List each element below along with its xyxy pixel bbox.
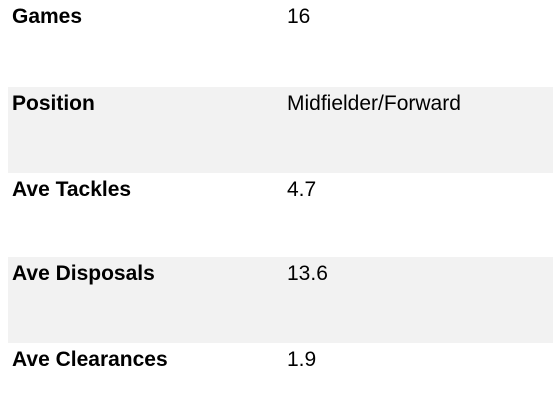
row-value: Midfielder/Forward [287, 92, 461, 115]
table-row: Position Midfielder/Forward [8, 87, 553, 173]
row-value: 4.7 [287, 178, 317, 201]
row-label: Ave Disposals [12, 262, 155, 285]
table-row: Games 16 [8, 0, 553, 87]
table-row: Ave Disposals 13.6 [8, 257, 553, 343]
row-value: 13.6 [287, 262, 328, 285]
table-row: Ave Clearances 1.9 [8, 343, 553, 404]
table-row: Ave Tackles 4.7 [8, 173, 553, 257]
row-value: 1.9 [287, 348, 317, 371]
row-label: Position [12, 92, 95, 115]
row-value: 16 [287, 5, 311, 28]
row-label: Games [12, 5, 83, 28]
row-label: Ave Clearances [12, 348, 168, 371]
row-label: Ave Tackles [12, 178, 132, 201]
